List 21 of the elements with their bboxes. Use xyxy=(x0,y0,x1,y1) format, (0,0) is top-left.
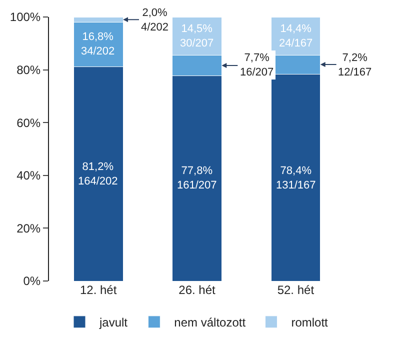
y-tick-label: 0% xyxy=(23,274,41,288)
legend-label: romlott xyxy=(291,316,329,330)
data-label: 14,4% 24/167 xyxy=(279,23,313,50)
y-tick-label: 80% xyxy=(16,63,41,77)
data-label: 2,0% 4/202 xyxy=(141,7,169,34)
data-label: 77,8% 161/207 xyxy=(177,165,217,192)
y-tick-label: 100% xyxy=(10,10,41,24)
legend-label: javult xyxy=(98,316,128,330)
data-label: 81,2% 164/202 xyxy=(78,161,118,188)
y-tick-label: 20% xyxy=(16,221,41,236)
data-label: 16,8% 34/202 xyxy=(81,31,115,58)
legend-label: nem változott xyxy=(174,316,246,330)
data-label: 78,4% 131/167 xyxy=(276,165,316,192)
x-tick-label: 12. hét xyxy=(80,283,118,297)
x-tick-label: 52. hét xyxy=(277,283,315,297)
y-tick-label: 60% xyxy=(16,116,41,130)
data-label: 7,7% 16/207 xyxy=(240,52,274,78)
data-label: 7,2% 12/167 xyxy=(338,52,372,78)
x-tick-label: 26. hét xyxy=(178,283,216,297)
y-tick-label: 40% xyxy=(16,168,41,183)
data-label: 14,5% 30/207 xyxy=(180,23,214,50)
